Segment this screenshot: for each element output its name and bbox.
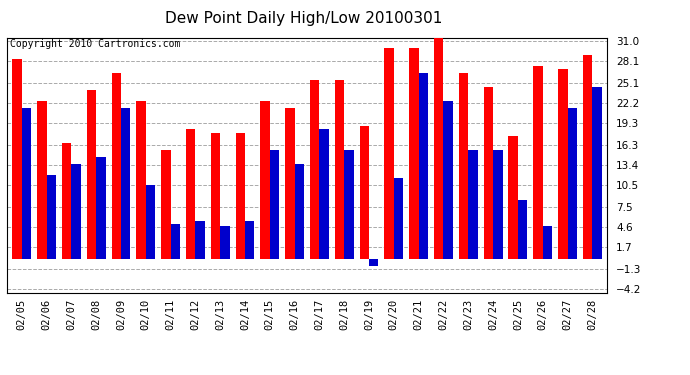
Bar — [567, 108, 577, 260]
Bar — [137, 101, 146, 260]
Bar — [170, 224, 180, 260]
Bar — [22, 108, 31, 260]
Bar — [444, 101, 453, 260]
Bar — [434, 38, 444, 260]
Bar — [195, 220, 205, 260]
Bar — [369, 260, 379, 266]
Bar — [409, 48, 419, 260]
Bar — [344, 150, 354, 260]
Bar — [419, 73, 428, 260]
Bar — [295, 164, 304, 260]
Bar — [558, 69, 567, 260]
Bar — [384, 48, 394, 260]
Bar — [186, 129, 195, 260]
Bar — [112, 73, 121, 260]
Bar — [319, 129, 329, 260]
Bar — [533, 66, 543, 260]
Bar — [121, 108, 130, 260]
Bar — [469, 150, 477, 260]
Bar — [509, 136, 518, 260]
Bar — [260, 101, 270, 260]
Bar — [270, 150, 279, 260]
Bar — [47, 175, 56, 260]
Bar — [285, 108, 295, 260]
Text: Copyright 2010 Cartronics.com: Copyright 2010 Cartronics.com — [10, 39, 180, 49]
Bar — [335, 80, 344, 260]
Bar — [583, 55, 592, 260]
Bar — [359, 126, 369, 260]
Bar — [592, 87, 602, 260]
Bar — [161, 150, 170, 260]
Bar — [12, 58, 22, 260]
Bar — [394, 178, 403, 260]
Bar — [493, 150, 502, 260]
Bar — [87, 90, 96, 260]
Bar — [146, 185, 155, 260]
Bar — [71, 164, 81, 260]
Bar — [518, 200, 527, 260]
Bar — [96, 157, 106, 260]
Bar — [37, 101, 47, 260]
Text: Dew Point Daily High/Low 20100301: Dew Point Daily High/Low 20100301 — [165, 11, 442, 26]
Bar — [484, 87, 493, 260]
Bar — [459, 73, 469, 260]
Bar — [310, 80, 319, 260]
Bar — [211, 133, 220, 260]
Bar — [543, 226, 552, 260]
Bar — [62, 143, 71, 260]
Bar — [235, 133, 245, 260]
Bar — [245, 220, 255, 260]
Bar — [220, 226, 230, 260]
